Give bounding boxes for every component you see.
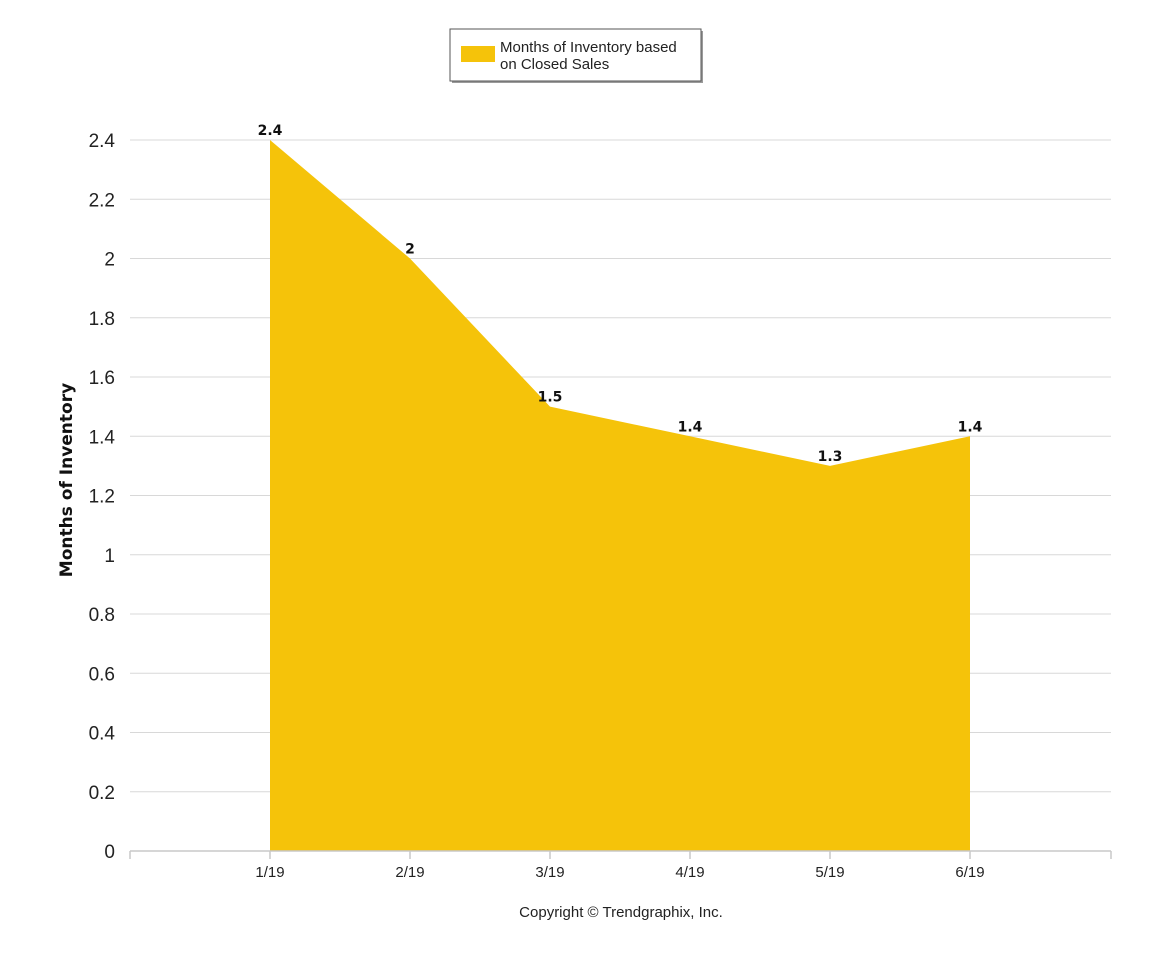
x-tick-label: 3/19	[535, 864, 564, 881]
y-axis-label: Months of Inventory	[57, 383, 77, 577]
y-tick-label: 0.6	[89, 664, 115, 685]
x-axis	[129, 850, 1112, 859]
data-label: 1.4	[958, 419, 983, 435]
x-tick-label: 5/19	[815, 864, 844, 881]
data-label: 1.4	[678, 419, 703, 435]
x-tick-label: 4/19	[675, 864, 704, 881]
x-tick-label: 2/19	[395, 864, 424, 881]
x-tick-label: 6/19	[955, 864, 984, 881]
y-tick-label: 1	[104, 546, 115, 567]
y-tick-label: 2.2	[89, 190, 115, 211]
data-label: 2.4	[258, 123, 283, 139]
y-tick-label: 0.2	[89, 783, 115, 804]
legend-label-line2: on Closed Sales	[500, 56, 609, 73]
y-tick-label: 1.4	[89, 427, 116, 448]
y-axis-ticks: 0 0.2 0.4 0.6 0.8 1 1.2 1.4 1.6 1.8 2 2.2 2.4	[89, 131, 116, 863]
y-tick-label: 0.4	[89, 724, 116, 745]
x-tick-label: 1/19	[255, 864, 284, 881]
x-axis-ticks: 1/19 2/19 3/19 4/19 5/19 6/19	[255, 864, 984, 881]
legend-swatch	[461, 46, 495, 62]
y-tick-label: 1.8	[89, 309, 115, 330]
data-label: 1.3	[818, 449, 843, 465]
legend: Months of Inventory based on Closed Sale…	[449, 28, 703, 83]
data-label: 2	[405, 242, 415, 258]
y-tick-label: 1.6	[89, 368, 115, 389]
area-series	[270, 140, 970, 851]
y-tick-label: 0.8	[89, 605, 115, 626]
y-tick-label: 0	[104, 842, 115, 863]
legend-label-line1: Months of Inventory based	[500, 39, 677, 56]
y-tick-label: 2	[104, 250, 115, 271]
copyright-text: Copyright © Trendgraphix, Inc.	[519, 904, 723, 921]
data-labels: 2.4 2 1.5 1.4 1.3 1.4	[258, 123, 983, 465]
y-tick-label: 1.2	[89, 487, 115, 508]
area-fill	[270, 140, 970, 851]
y-tick-label: 2.4	[89, 131, 116, 152]
data-label: 1.5	[538, 390, 563, 406]
